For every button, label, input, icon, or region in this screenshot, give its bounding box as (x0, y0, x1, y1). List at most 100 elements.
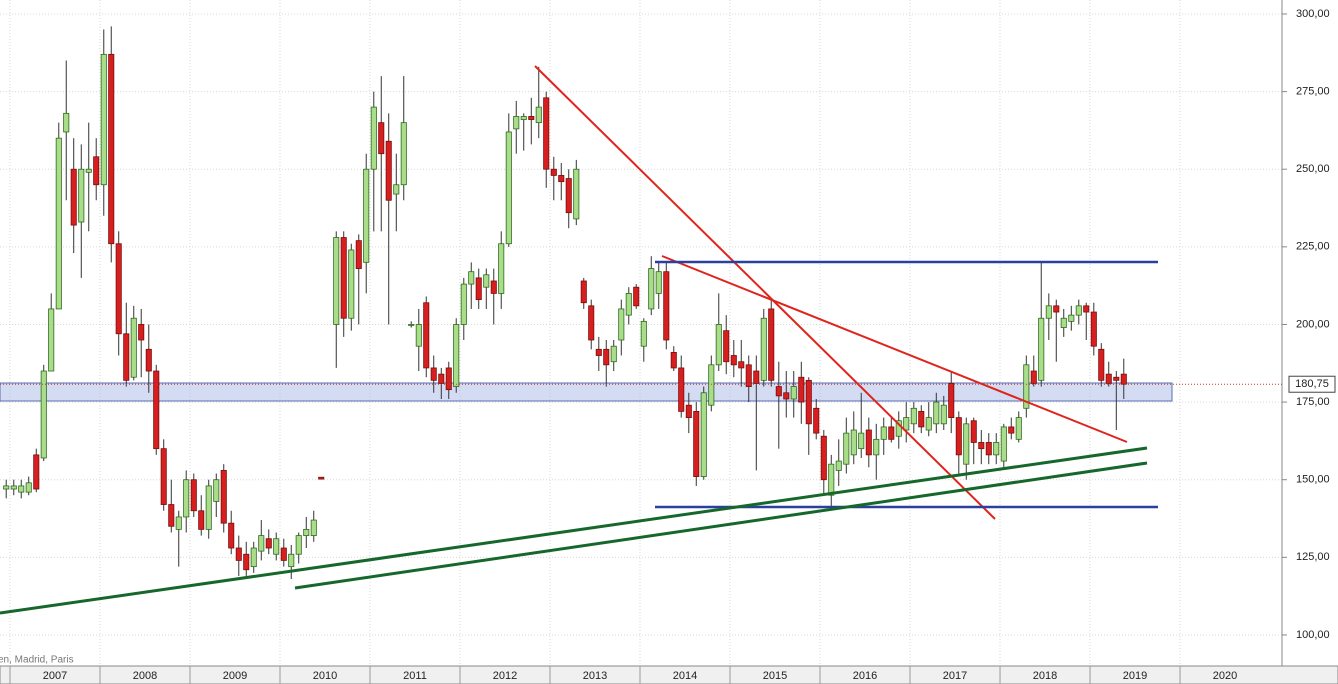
candle-body (595, 348, 602, 356)
y-tick-label: 250,00 (1296, 163, 1330, 175)
candle-body (940, 404, 947, 425)
candle-body (678, 367, 685, 412)
candle-body (730, 355, 737, 366)
candle-body (1023, 364, 1030, 409)
candle-body (753, 370, 760, 384)
y-tick-label: 275,00 (1296, 86, 1330, 98)
candle-body (955, 417, 962, 456)
candle-body (910, 407, 917, 425)
candle-body (280, 547, 287, 561)
candle-body (453, 324, 460, 387)
candle-body (385, 140, 392, 201)
candle-body (543, 97, 550, 170)
source-note: en, Madrid, Paris (0, 655, 74, 666)
candle-body (588, 305, 595, 341)
candle-body (153, 370, 160, 450)
x-tick-label: 2011 (403, 670, 427, 682)
candle-body (715, 324, 722, 366)
candle-body (93, 156, 100, 186)
candle-body (378, 122, 385, 155)
candle-body (1120, 373, 1127, 385)
candle-body (640, 320, 647, 347)
candle-body (513, 116, 520, 130)
candle-body (985, 442, 992, 456)
candle-body (340, 237, 347, 319)
candle-body (805, 379, 812, 425)
candle-body (685, 404, 692, 419)
x-tick-label: 2012 (493, 670, 517, 682)
candle-body (790, 386, 797, 400)
candle-body (798, 376, 805, 403)
candle-body (115, 243, 122, 335)
candle-body (220, 469, 227, 524)
candle-body (460, 283, 467, 325)
trend-line (0, 446, 1148, 615)
candle-body (820, 435, 827, 481)
candle-body (925, 417, 932, 431)
candles (3, 26, 1127, 580)
candle-body (760, 317, 767, 381)
y-tick-label: 175,00 (1296, 396, 1330, 408)
candle-body (858, 432, 865, 450)
candle-body (70, 168, 77, 226)
candle-body (933, 401, 940, 425)
candle-body (813, 407, 820, 434)
candle-body (10, 485, 17, 490)
candle-body (3, 485, 10, 490)
candle-body (625, 293, 632, 316)
candle-body (333, 237, 340, 325)
candle-body (228, 522, 235, 549)
candle-body (880, 426, 887, 440)
candle-body (408, 324, 415, 326)
candle-body (175, 516, 182, 530)
candle-body (430, 367, 437, 381)
candle-body (723, 330, 730, 363)
candle-body (198, 510, 205, 530)
candle-body (108, 53, 115, 245)
candle-body (648, 268, 655, 310)
candle-body (888, 426, 895, 440)
candle-body (610, 345, 617, 363)
candle-body (123, 333, 130, 381)
candle-body (145, 348, 152, 372)
candle-body (1038, 317, 1045, 381)
candle-body (85, 168, 92, 173)
candle-body (295, 535, 302, 555)
x-tick-label: 2015 (763, 670, 787, 682)
axis-layer: 100,00 125,00 150,00 175,00 200,00 225,00 250,… (0, 8, 1336, 684)
trend-line (534, 65, 996, 520)
candle-body (693, 410, 700, 478)
candle-body (970, 420, 977, 443)
candle-body (303, 528, 310, 536)
candle-body (183, 479, 190, 518)
candle-body (783, 392, 790, 400)
candle-body (558, 175, 565, 183)
y-tick-label: 200,00 (1296, 318, 1330, 330)
candle-body (828, 463, 835, 496)
candle-body (663, 271, 670, 341)
candle-body (775, 386, 782, 397)
candle-body (475, 277, 482, 301)
candle-body (355, 240, 362, 269)
candle-body (160, 448, 167, 505)
candle-body (835, 460, 842, 471)
candle-body (288, 553, 295, 568)
candle-body (1030, 370, 1037, 384)
candle-body (580, 280, 587, 304)
candle-body (573, 168, 580, 220)
y-tick-label: 125,00 (1296, 551, 1330, 563)
candle-body (843, 432, 850, 465)
candle-body (978, 442, 985, 450)
candle-body (520, 116, 527, 120)
x-axis-band (0, 665, 1338, 684)
candle-body (603, 348, 610, 366)
trend-line (661, 255, 1128, 443)
y-tick-label: 300,00 (1296, 8, 1330, 20)
candle-body (190, 479, 197, 512)
candle-body (393, 184, 400, 195)
candle-body (700, 392, 707, 478)
candle-body (873, 438, 880, 456)
candle-body (468, 271, 475, 285)
x-tick-label: 2008 (133, 670, 157, 682)
candle-body (258, 535, 265, 552)
